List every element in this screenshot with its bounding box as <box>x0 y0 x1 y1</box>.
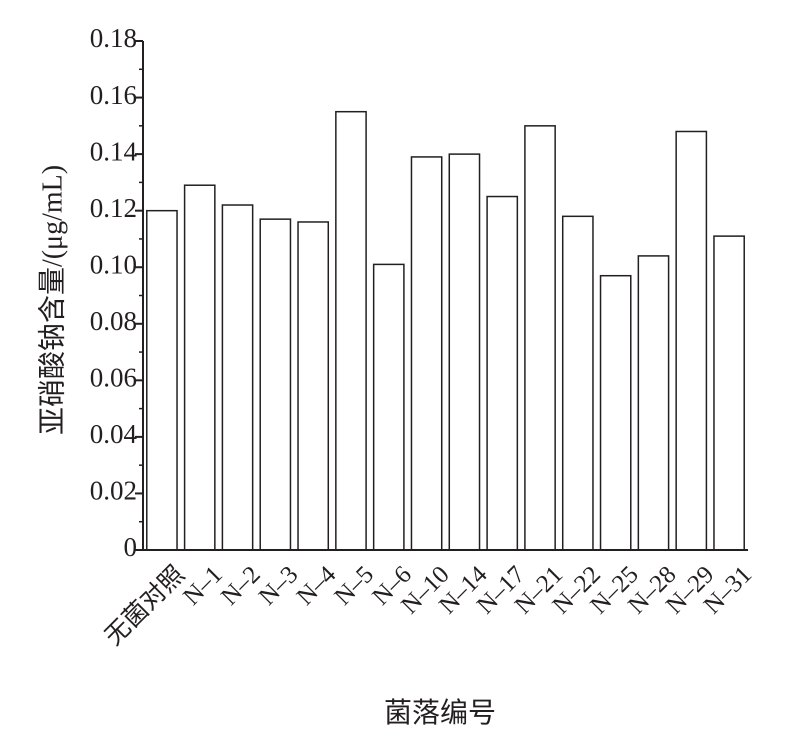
bar <box>410 156 443 551</box>
y-tick-label: 0.10 <box>90 249 137 279</box>
bar <box>486 195 519 551</box>
bar <box>297 221 330 551</box>
bar <box>561 215 594 551</box>
y-axis-title: 亚硝酸钠含量/(μg/mL) <box>36 165 68 435</box>
y-tick-label: 0 <box>124 532 138 562</box>
y-tick-label: 0.06 <box>90 363 137 393</box>
bar <box>259 218 292 551</box>
bar <box>146 209 178 551</box>
bar <box>524 125 556 551</box>
bar <box>335 110 367 551</box>
bar <box>183 184 216 551</box>
bar <box>675 130 708 551</box>
bar <box>599 274 632 551</box>
bar <box>372 263 405 551</box>
y-tick-label: 0.08 <box>90 306 137 336</box>
bar <box>637 255 670 551</box>
y-tick-label: 0.16 <box>90 80 137 110</box>
y-tick-label: 0.14 <box>90 136 138 166</box>
x-axis-title: 菌落编号 <box>384 697 496 729</box>
y-tick-label: 0.12 <box>90 193 137 223</box>
bar <box>713 235 745 551</box>
y-tick-label: 0.04 <box>90 419 138 449</box>
x-tick-label: 无菌对照 <box>100 560 191 651</box>
bar <box>448 153 481 551</box>
y-tick-label: 0.18 <box>90 23 137 53</box>
bar <box>221 204 254 551</box>
y-tick-label: 0.02 <box>90 476 137 506</box>
